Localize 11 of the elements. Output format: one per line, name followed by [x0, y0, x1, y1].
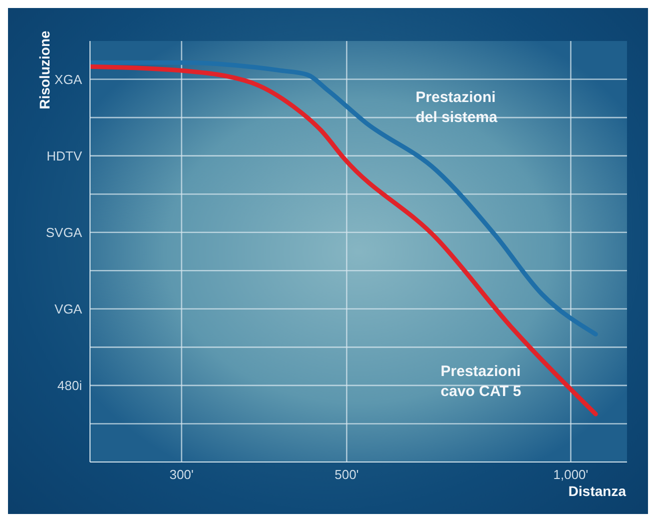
category-label: XGA	[54, 72, 82, 87]
category-label: SVGA	[46, 224, 82, 240]
category-label: HDTV	[46, 148, 82, 164]
x-tick-label: 300'	[169, 467, 194, 482]
category-label: 480i	[57, 378, 82, 394]
x-tick-label: 1,000'	[553, 467, 588, 482]
series-label: Prestazioni cavo CAT 5	[440, 363, 522, 400]
y-axis-title: Risoluzione	[36, 30, 52, 110]
x-tick-label: 500'	[334, 467, 359, 482]
x-axis-title: Distanza	[568, 483, 626, 499]
category-label: VGA	[54, 302, 82, 317]
